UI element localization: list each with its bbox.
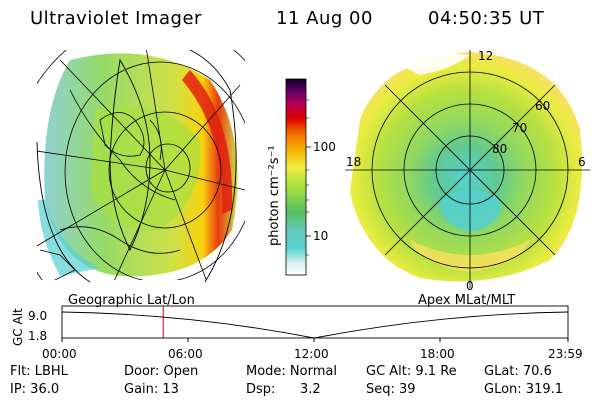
colorbar-tick-100: 100 <box>313 140 336 154</box>
instrument-title: Ultraviolet Imager <box>30 8 202 29</box>
colorbar-tick-10: 10 <box>313 229 328 243</box>
observation-date: 11 Aug 00 <box>276 8 373 29</box>
gain-readout: Gain: 13 <box>124 382 179 397</box>
altitude-axis-label: GC Alt <box>11 308 25 346</box>
geo-longitude-readout: GLon: 319.1 <box>484 382 564 397</box>
lat-label-60: 60 <box>535 99 550 113</box>
right-map-caption: Apex MLat/MLT <box>418 293 515 308</box>
ip-readout: IP: 36.0 <box>10 382 60 397</box>
altitude-y-top: 9.0 <box>28 309 47 323</box>
time-tick-0: 00:00 <box>42 347 77 361</box>
geo-latitude-readout: GLat: 70.6 <box>484 364 552 379</box>
time-tick-4: 23:59 <box>548 347 583 361</box>
altitude-y-bottom: 1.8 <box>28 329 47 343</box>
magnetic-polar-map: 12 18 6 0 60 70 80 <box>345 49 590 293</box>
time-tick-2: 12:00 <box>294 347 329 361</box>
title-bar: Ultraviolet Imager 11 Aug 00 04:50:35 UT <box>0 0 600 34</box>
time-tick-1: 06:00 <box>168 347 203 361</box>
mlt-label-12: 12 <box>478 49 493 63</box>
left-map-caption: Geographic Lat/Lon <box>68 293 195 308</box>
color-scale: 100 10 photon cm⁻²s⁻¹ <box>267 78 336 276</box>
sequence-readout: Seq: 39 <box>366 382 416 397</box>
observation-time: 04:50:35 UT <box>428 8 545 29</box>
mlt-label-18: 18 <box>346 155 361 169</box>
filter-readout: Flt: LBHL <box>10 364 68 379</box>
time-tick-3: 18:00 <box>420 347 455 361</box>
geographic-map <box>36 49 245 283</box>
dsp-value: 3.2 <box>300 382 321 397</box>
mode-readout: Mode: Normal <box>246 364 337 379</box>
mlt-label-6: 6 <box>578 155 586 169</box>
lat-label-80: 80 <box>492 142 507 156</box>
door-readout: Door: Open <box>124 364 199 379</box>
dsp-label: Dsp: <box>246 382 276 397</box>
lat-label-70: 70 <box>512 121 527 135</box>
mlt-label-0: 0 <box>466 279 474 293</box>
altitude-plot: GC Alt 9.0 1.8 00:00 06:00 12:00 18:00 2… <box>11 305 583 361</box>
colorbar-unit-label: photon cm⁻²s⁻¹ <box>267 145 282 246</box>
gc-altitude-readout: GC Alt: 9.1 Re <box>366 364 457 379</box>
